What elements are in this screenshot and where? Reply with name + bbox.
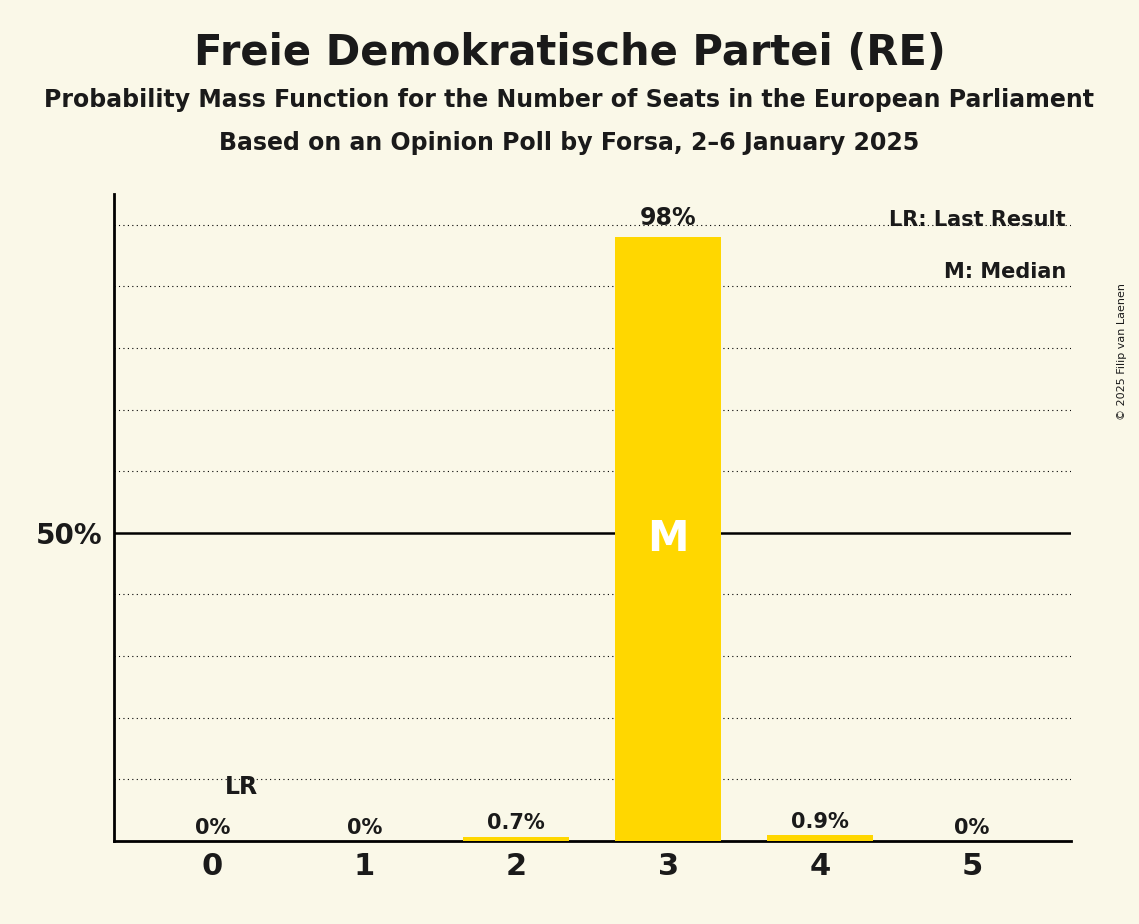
Text: M: Median: M: Median [943,262,1066,282]
Bar [615,237,721,841]
Text: 0%: 0% [195,818,230,838]
Text: © 2025 Filip van Laenen: © 2025 Filip van Laenen [1117,283,1126,419]
Text: LR: Last Result: LR: Last Result [890,211,1066,230]
Bar [767,835,874,841]
Text: 0%: 0% [954,818,990,838]
Text: 0.7%: 0.7% [487,813,546,833]
Text: Freie Demokratische Partei (RE): Freie Demokratische Partei (RE) [194,32,945,74]
Text: M: M [647,518,689,560]
Text: 0.9%: 0.9% [792,812,849,833]
Text: LR: LR [224,774,257,798]
Bar [464,836,570,841]
Text: Probability Mass Function for the Number of Seats in the European Parliament: Probability Mass Function for the Number… [44,88,1095,112]
Text: 98%: 98% [640,206,697,230]
Text: Based on an Opinion Poll by Forsa, 2–6 January 2025: Based on an Opinion Poll by Forsa, 2–6 J… [220,131,919,155]
Text: 0%: 0% [346,818,383,838]
